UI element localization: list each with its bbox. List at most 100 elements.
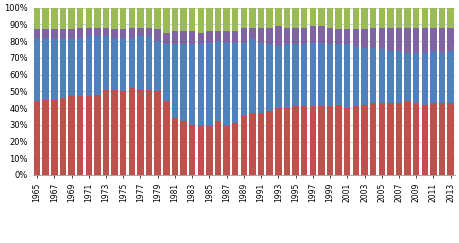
Bar [214, 31, 221, 41]
Bar [447, 28, 453, 51]
Bar [231, 31, 238, 43]
Bar [94, 28, 101, 36]
Bar [129, 28, 135, 38]
Bar [420, 105, 427, 175]
Bar [42, 8, 49, 29]
Bar [120, 38, 126, 91]
Bar [120, 29, 126, 38]
Bar [326, 8, 332, 28]
Bar [326, 106, 332, 175]
Bar [180, 8, 186, 31]
Bar [111, 38, 118, 90]
Bar [189, 125, 195, 175]
Bar [266, 28, 272, 44]
Bar [369, 103, 375, 175]
Bar [240, 8, 246, 28]
Bar [378, 103, 384, 175]
Bar [386, 51, 393, 103]
Bar [257, 8, 264, 28]
Bar [34, 8, 40, 29]
Bar [60, 38, 66, 98]
Bar [309, 106, 315, 175]
Bar [343, 108, 350, 175]
Bar [429, 51, 436, 103]
Bar [403, 28, 410, 53]
Bar [102, 28, 109, 36]
Bar [403, 53, 410, 101]
Bar [171, 8, 178, 31]
Bar [292, 8, 298, 28]
Bar [180, 122, 186, 175]
Bar [283, 44, 290, 108]
Bar [206, 43, 212, 126]
Bar [189, 31, 195, 44]
Bar [386, 103, 393, 175]
Bar [352, 46, 358, 106]
Bar [438, 103, 444, 175]
Bar [266, 8, 272, 28]
Bar [60, 8, 66, 29]
Bar [214, 8, 221, 31]
Bar [249, 8, 255, 28]
Bar [85, 8, 92, 28]
Bar [352, 8, 358, 29]
Bar [231, 123, 238, 175]
Bar [283, 28, 290, 44]
Bar [94, 95, 101, 175]
Bar [197, 126, 204, 175]
Bar [352, 29, 358, 46]
Bar [163, 44, 169, 101]
Bar [102, 8, 109, 28]
Bar [231, 43, 238, 123]
Bar [403, 8, 410, 28]
Bar [111, 29, 118, 38]
Bar [369, 48, 375, 103]
Bar [240, 43, 246, 116]
Bar [266, 44, 272, 111]
Bar [378, 50, 384, 103]
Bar [395, 51, 401, 103]
Bar [51, 29, 57, 38]
Bar [274, 108, 281, 175]
Bar [318, 43, 324, 106]
Bar [197, 44, 204, 126]
Bar [180, 44, 186, 122]
Bar [68, 96, 75, 175]
Bar [51, 100, 57, 175]
Bar [360, 8, 367, 29]
Bar [77, 8, 83, 28]
Bar [68, 29, 75, 38]
Bar [197, 8, 204, 33]
Bar [34, 101, 40, 175]
Bar [240, 116, 246, 175]
Bar [429, 28, 436, 51]
Bar [274, 26, 281, 46]
Bar [335, 44, 341, 105]
Bar [231, 8, 238, 31]
Bar [146, 28, 152, 36]
Bar [378, 28, 384, 50]
Bar [412, 28, 419, 53]
Bar [438, 28, 444, 53]
Bar [120, 8, 126, 29]
Bar [378, 8, 384, 28]
Bar [309, 43, 315, 106]
Bar [111, 90, 118, 175]
Bar [360, 105, 367, 175]
Bar [249, 28, 255, 39]
Bar [214, 41, 221, 122]
Bar [189, 44, 195, 125]
Bar [154, 8, 161, 29]
Bar [360, 48, 367, 105]
Bar [292, 44, 298, 106]
Bar [412, 103, 419, 175]
Bar [146, 8, 152, 28]
Bar [386, 8, 393, 28]
Bar [102, 36, 109, 90]
Bar [395, 103, 401, 175]
Bar [447, 8, 453, 28]
Bar [292, 106, 298, 175]
Bar [249, 39, 255, 113]
Bar [189, 8, 195, 31]
Bar [223, 43, 230, 126]
